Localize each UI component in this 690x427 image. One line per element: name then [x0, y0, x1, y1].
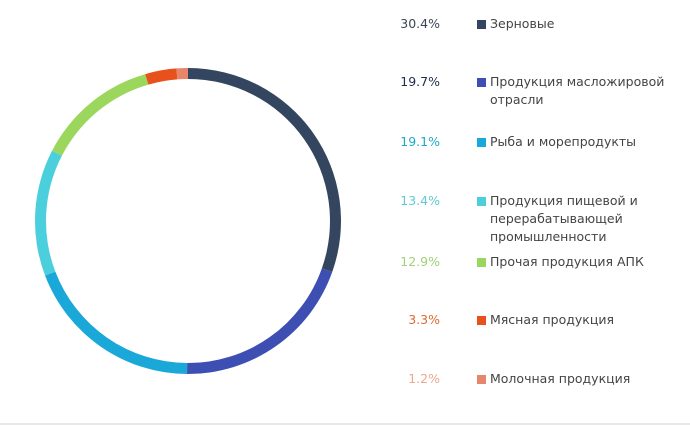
legend-swatch — [477, 375, 486, 384]
donut-slice-2 — [45, 271, 188, 374]
data-label: 30.4% — [400, 16, 440, 31]
donut-slice-0 — [188, 68, 342, 272]
legend-label: Молочная продукция — [490, 371, 631, 386]
divider — [0, 423, 690, 425]
legend-swatch — [477, 20, 486, 29]
legend-swatch — [477, 78, 486, 87]
donut-slice-3 — [35, 150, 62, 276]
data-label: 3.3% — [408, 312, 440, 327]
donut-slice-4 — [52, 74, 149, 156]
data-label: 12.9% — [400, 254, 440, 269]
data-label: 1.2% — [408, 371, 440, 386]
legend-label: Продукция пищевой и перерабатывающей про… — [490, 193, 638, 244]
legend-swatch — [477, 138, 486, 147]
donut-slice-1 — [187, 268, 333, 374]
donut-slice-6 — [176, 68, 188, 80]
legend-label: Мясная продукция — [490, 312, 614, 327]
legend-label: Рыба и морепродукты — [490, 134, 637, 149]
data-label: 13.4% — [400, 193, 440, 208]
legend-swatch — [477, 316, 486, 325]
legend-swatch — [477, 197, 486, 206]
legend-label: Продукция масложировой отрасли — [490, 74, 665, 107]
data-label: 19.1% — [400, 134, 440, 149]
donut-chart — [35, 68, 342, 374]
legend-label: Зерновые — [490, 16, 555, 31]
legend-label: Прочая продукция АПК — [490, 254, 644, 269]
data-label: 19.7% — [400, 74, 440, 89]
legend-swatch — [477, 258, 486, 267]
donut-slice-5 — [145, 68, 178, 85]
